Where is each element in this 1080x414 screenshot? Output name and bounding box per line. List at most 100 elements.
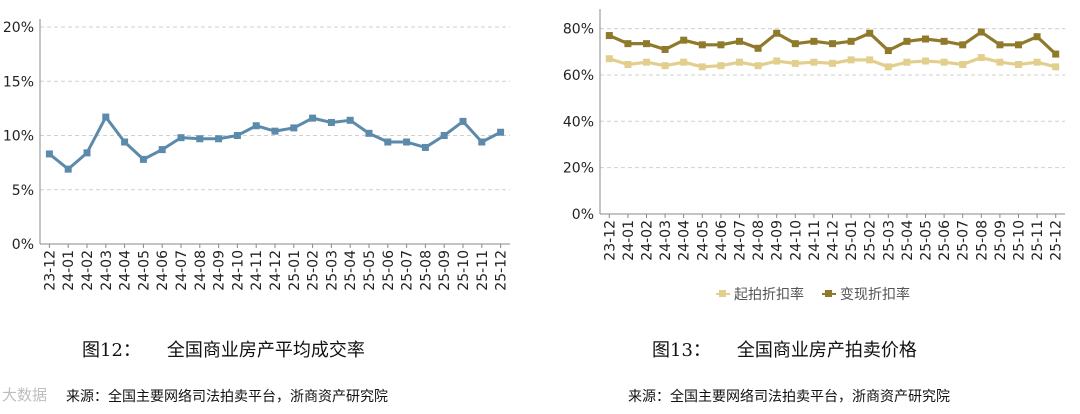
data-point: [884, 63, 892, 71]
data-point: [605, 55, 613, 63]
x-tick-label: 24-09: [770, 220, 786, 261]
x-tick-label: 24-03: [99, 250, 115, 291]
data-point: [736, 58, 743, 66]
data-point: [1015, 61, 1022, 69]
x-tick-label: 25-02: [306, 250, 322, 291]
data-point: [810, 37, 818, 45]
data-point: [83, 149, 91, 157]
x-tick-label: 25-01: [844, 220, 860, 261]
data-point: [977, 54, 985, 62]
data-point: [996, 41, 1004, 49]
chart-legend: 起拍折扣率 变现折扣率: [716, 284, 928, 304]
data-point: [922, 35, 929, 43]
x-tick-label: 24-01: [61, 250, 77, 291]
data-point: [884, 47, 892, 55]
line-chart-auction-price: 0%20%40%60%80%23-12 24-01 24-02 24-03 24-04 2…: [563, 9, 1065, 261]
data-point: [922, 57, 929, 65]
x-tick-label: 24-09: [212, 250, 228, 291]
data-point: [233, 132, 241, 139]
x-tick-label: 24-05: [695, 220, 711, 261]
data-point: [605, 32, 613, 40]
y-tick-label: 20%: [3, 20, 34, 36]
x-tick-label: 24-08: [193, 250, 209, 291]
legend-item-realized-discount: 变现折扣率: [822, 284, 910, 304]
figure-caption-right: 图13： 全国商业房产拍卖价格: [652, 336, 917, 362]
x-tick-label: 24-04: [118, 250, 134, 291]
x-tick-label: 25-05: [919, 220, 935, 261]
data-point: [847, 56, 855, 64]
x-tick-label: 25-07: [400, 250, 416, 291]
watermark-text: 大数据: [2, 386, 48, 404]
x-tick-label: 25-03: [324, 250, 340, 291]
data-point: [661, 45, 669, 53]
data-point: [698, 63, 706, 71]
x-tick-label: 25-04: [343, 250, 359, 291]
data-point: [810, 58, 818, 66]
chart-panel-right: 0% 20% 40% 60% 80% 23-12 24-01 24-02 24-03 24-04 2…: [540, 0, 1080, 414]
data-point: [829, 40, 836, 48]
data-point: [346, 116, 354, 124]
data-point: [680, 58, 688, 66]
x-tick-label: 24-12: [826, 220, 842, 261]
source-note-right: 来源：全国主要网络司法拍卖平台，浙商资产研究院: [628, 389, 950, 405]
x-tick-label: 25-05: [362, 250, 378, 291]
data-point: [64, 165, 72, 173]
figure-title: 全国商业房产拍卖价格: [736, 340, 917, 361]
data-point: [773, 29, 781, 37]
x-tick-label: 25-02: [863, 220, 879, 261]
x-tick-label: 25-03: [881, 220, 897, 261]
data-point: [290, 124, 298, 132]
data-point: [271, 127, 279, 135]
x-tick-label: 24-11: [249, 250, 265, 291]
data-point: [177, 134, 185, 142]
data-point: [403, 138, 411, 146]
x-tick-label: 24-05: [136, 250, 152, 291]
legend-label-realized-discount: 变现折扣率: [840, 287, 910, 303]
data-point: [959, 61, 967, 69]
series-line-0: [48, 115, 502, 171]
data-point: [959, 41, 967, 49]
x-tick-label: 25-10: [1012, 220, 1028, 261]
x-tick-label: 25-07: [956, 220, 972, 261]
x-tick-label: 24-08: [751, 220, 767, 261]
x-tick-label: 24-10: [230, 250, 246, 291]
figure-number: 图12：: [82, 340, 141, 361]
y-tick-label: 40%: [563, 114, 594, 130]
y-tick-label: 15%: [3, 74, 34, 90]
data-point: [791, 40, 799, 48]
data-point: [384, 138, 392, 146]
data-point: [661, 62, 669, 70]
line-chart-avg-deal-rate: 0%5%10%15%20%23-12 24-01 24-02 24-03 24-04 24…: [3, 19, 510, 291]
data-point: [421, 143, 429, 151]
x-tick-label: 25-12: [1049, 220, 1065, 261]
data-point: [158, 146, 166, 154]
data-point: [643, 40, 650, 48]
data-point: [1052, 63, 1060, 71]
data-point: [940, 58, 948, 66]
figure-number: 图13：: [652, 340, 711, 361]
data-point: [643, 58, 650, 66]
data-point: [996, 58, 1004, 66]
data-point: [754, 44, 762, 52]
data-point: [847, 37, 855, 45]
figure-caption-left: 图12： 全国商业房产平均成交率: [82, 336, 365, 362]
y-tick-label: 0%: [12, 237, 34, 253]
data-point: [717, 62, 725, 70]
data-point: [1015, 41, 1022, 49]
data-point: [459, 117, 467, 125]
y-tick-label: 0%: [572, 207, 594, 223]
data-point: [829, 59, 836, 67]
x-tick-label: 24-10: [788, 220, 804, 261]
data-point: [736, 37, 743, 45]
x-tick-label: 25-01: [287, 250, 303, 291]
x-tick-label: 24-07: [174, 250, 190, 291]
x-tick-label: 24-04: [677, 220, 693, 261]
data-point: [1033, 33, 1041, 41]
x-tick-label: 24-02: [640, 220, 656, 261]
x-tick-label: 25-04: [900, 220, 916, 261]
legend-swatch-start-discount: [716, 290, 730, 297]
data-point: [215, 135, 223, 143]
x-tick-label: 25-10: [456, 250, 472, 291]
x-tick-label: 25-11: [1030, 220, 1046, 261]
y-tick-label: 20%: [563, 161, 594, 177]
